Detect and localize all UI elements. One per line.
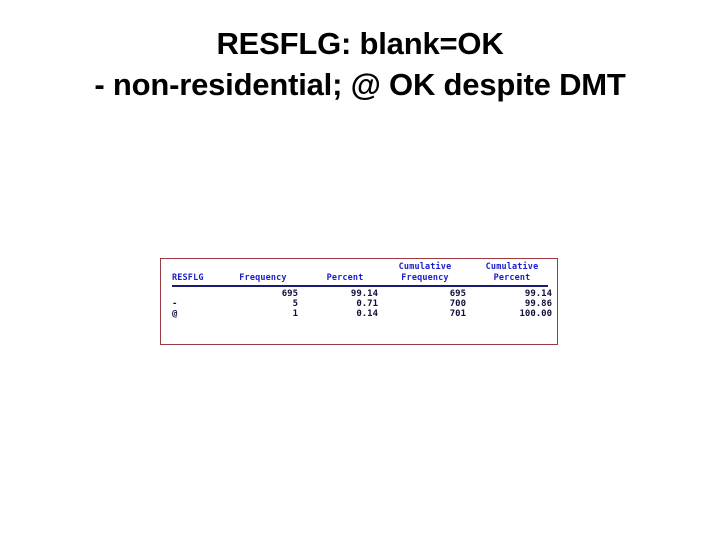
header-divider xyxy=(172,285,548,287)
cell-cumulative-percent: 99.14 xyxy=(524,289,552,299)
column-header-frequency-line-1: Frequency xyxy=(239,273,287,283)
column-header-cumulative-percent-line-1: Cumulative xyxy=(485,262,539,272)
column-header-cumulative-frequency-line-1: Cumulative xyxy=(398,262,452,272)
table-header-row: RESFLG Frequency Percent Cumulative Freq… xyxy=(172,260,548,285)
column-header-cumulative-frequency-line-2: Frequency xyxy=(401,272,449,283)
cell-percent: 0.14 xyxy=(356,309,378,319)
cell-frequency: 1 xyxy=(292,309,298,319)
frequency-table: RESFLG Frequency Percent Cumulative Freq… xyxy=(161,259,557,344)
cell-cumulative-frequency: 701 xyxy=(449,309,466,319)
table-row: 695 99.14 695 99.14 xyxy=(172,289,552,299)
column-header-resflg-line-1: RESFLG xyxy=(172,273,204,283)
cell-resflg: - xyxy=(172,299,178,309)
column-header-cumulative-percent-line-2: Percent xyxy=(493,272,531,283)
cell-frequency: 5 xyxy=(292,299,298,309)
cell-percent: 0.71 xyxy=(356,299,378,309)
page-title-line-2: - non-residential; @ OK despite DMT xyxy=(94,66,626,102)
cell-frequency: 695 xyxy=(281,289,298,299)
column-header-percent: Percent xyxy=(312,273,378,284)
column-header-cumulative-percent: Cumulative Percent xyxy=(472,262,552,283)
table-row: - 5 0.71 700 99.86 xyxy=(172,299,552,309)
cell-cumulative-frequency: 695 xyxy=(449,289,466,299)
sas-output-frame: RESFLG Frequency Percent Cumulative Freq… xyxy=(160,258,558,345)
cell-cumulative-frequency: 700 xyxy=(449,299,466,309)
column-header-resflg: RESFLG xyxy=(172,273,224,284)
cell-cumulative-percent: 99.86 xyxy=(524,299,552,309)
column-header-frequency: Frequency xyxy=(228,273,298,284)
cell-percent: 99.14 xyxy=(350,289,378,299)
column-header-percent-line-1: Percent xyxy=(326,273,364,283)
page-title: RESFLG: blank=OK - non-residential; @ OK… xyxy=(0,24,720,106)
column-header-cumulative-frequency: Cumulative Frequency xyxy=(384,262,466,283)
table-body: 695 99.14 695 99.14 - 5 0.71 700 99.86 @… xyxy=(172,289,552,319)
table-row: @ 1 0.14 701 100.00 xyxy=(172,309,552,319)
page-title-line-1: RESFLG: blank=OK xyxy=(216,26,504,61)
cell-cumulative-percent: 100.00 xyxy=(519,309,552,319)
cell-resflg: @ xyxy=(172,309,178,319)
